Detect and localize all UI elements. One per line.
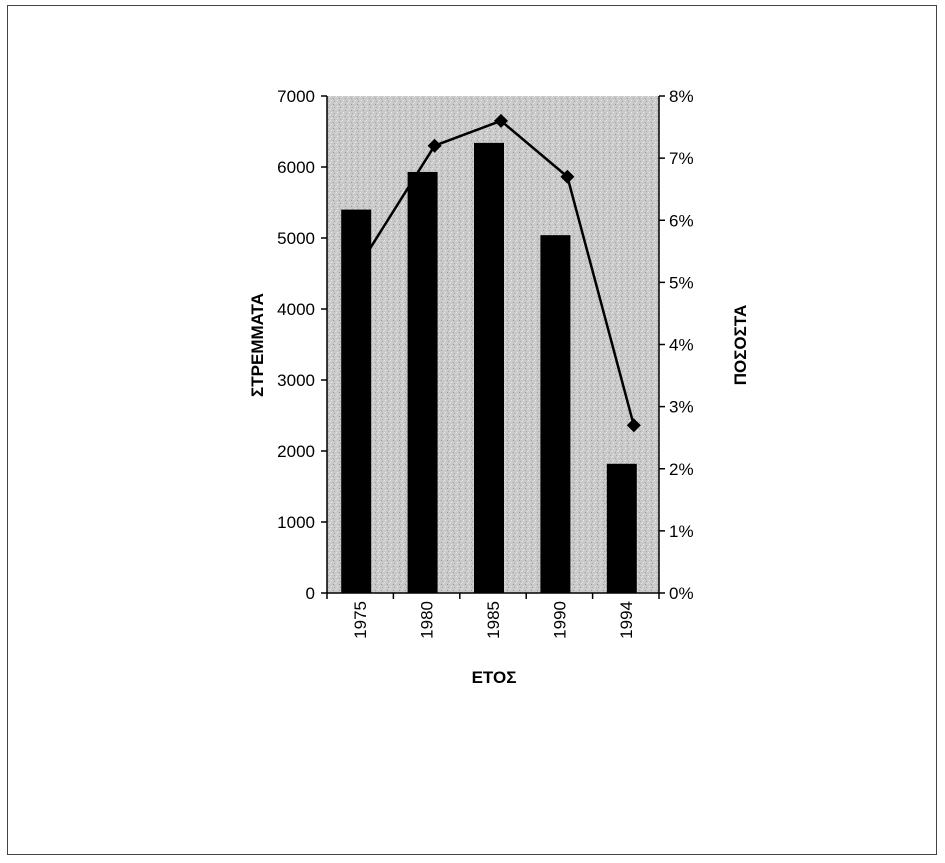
y2-axis-title: ΠΟΣΟΣΤΑ (731, 305, 750, 386)
point-marker-1994 (626, 418, 641, 433)
point-marker-1980 (427, 138, 442, 153)
y-axis-title: ΣΤΡΕΜΜΑΤΑ (248, 293, 267, 397)
x-tick-label: 1990 (550, 601, 569, 639)
chart-frame (7, 5, 937, 855)
y-tick-label: 4000 (277, 300, 315, 319)
y2-tick-label: 4% (669, 336, 694, 355)
y2-tick-label: 2% (669, 460, 694, 479)
y-tick-label: 6000 (277, 158, 315, 177)
bar-1994 (606, 463, 637, 593)
y-tick-label: 0 (306, 584, 315, 603)
x-tick-label: 1980 (418, 601, 437, 639)
y2-tick-label: 5% (669, 273, 694, 292)
y2-tick-label: 6% (669, 211, 694, 230)
bar-1980 (407, 171, 438, 593)
y2-tick-label: 7% (669, 149, 694, 168)
point-marker-1985 (494, 113, 508, 128)
point-marker-1990 (560, 169, 575, 184)
y-tick-label: 5000 (277, 229, 315, 248)
y-tick-label: 3000 (277, 371, 315, 390)
bar-1990 (540, 235, 571, 593)
x-tick-label: 1994 (617, 601, 636, 639)
y2-tick-label: 1% (669, 522, 694, 541)
bar-1975 (341, 209, 372, 593)
y2-tick-label: 8% (669, 87, 694, 106)
bar-1985 (474, 142, 504, 594)
y-tick-label: 2000 (277, 442, 315, 461)
x-tick-label: 1985 (484, 601, 503, 639)
y2-tick-label: 3% (669, 398, 694, 417)
x-tick-label: 1975 (351, 601, 370, 639)
y-tick-label: 1000 (277, 513, 315, 532)
x-axis-title: ΕΤΟΣ (472, 668, 517, 687)
y2-tick-label: 0% (669, 584, 694, 603)
y-tick-label: 7000 (277, 87, 315, 106)
